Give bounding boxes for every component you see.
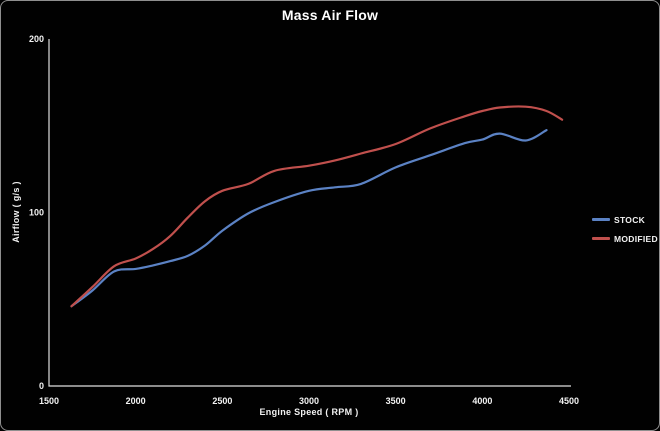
y-tick-label: 100 bbox=[29, 208, 44, 218]
x-tick-label: 4500 bbox=[559, 396, 579, 406]
stock-line-swatch bbox=[592, 218, 610, 221]
x-tick-label: 2000 bbox=[126, 396, 146, 406]
legend-label-stock: STOCK bbox=[614, 214, 646, 225]
modified-line-swatch bbox=[592, 237, 610, 240]
chart-title: Mass Air Flow bbox=[281, 7, 379, 23]
legend-item-modified: MODIFIED bbox=[592, 233, 658, 244]
x-tick-label: 3000 bbox=[299, 396, 319, 406]
axis-lines bbox=[48, 39, 571, 387]
x-tick-label: 3500 bbox=[386, 396, 406, 406]
y-tick-label: 0 bbox=[39, 381, 44, 391]
y-tick-label: 200 bbox=[29, 34, 44, 44]
x-tick-label: 4000 bbox=[472, 396, 492, 406]
series-line-stock bbox=[70, 129, 548, 308]
x-axis-title: Engine Speed ( RPM ) bbox=[259, 407, 359, 417]
x-tick-label: 1500 bbox=[39, 396, 59, 406]
x-tick-label: 2500 bbox=[212, 396, 232, 406]
series-line-modified bbox=[70, 105, 564, 308]
legend-item-stock: STOCK bbox=[592, 214, 658, 225]
legend: STOCK MODIFIED bbox=[592, 214, 658, 244]
legend-label-modified: MODIFIED bbox=[614, 233, 658, 244]
